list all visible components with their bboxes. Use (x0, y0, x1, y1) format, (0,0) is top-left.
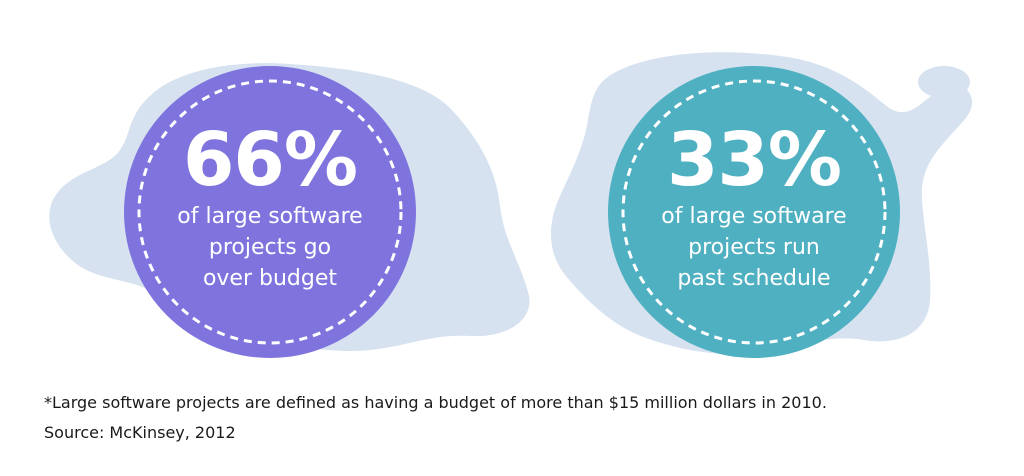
stat-description-line: past schedule (677, 265, 831, 291)
stat-description-line: over budget (202, 265, 338, 291)
stat-description-line: of large software (661, 203, 847, 229)
stat-description-line: of large software (177, 203, 363, 229)
stat-description: of large software projects run past sche… (661, 201, 846, 294)
footnote-source: Source: McKinsey, 2012 (44, 423, 236, 442)
stat-value: 66% (182, 116, 358, 203)
dashed-ring (608, 66, 900, 358)
stat-description-line: projects go (208, 234, 332, 260)
stat-description-line: projects run (688, 234, 820, 260)
right-blob-dot (918, 66, 970, 98)
stat-description: of large software projects go over budge… (177, 201, 362, 294)
stat-circle-past-schedule: 33% of large software projects run past … (608, 66, 900, 358)
stat-circle-over-budget: 66% of large software projects go over b… (124, 66, 416, 358)
dashed-ring (124, 66, 416, 358)
stat-value: 33% (666, 116, 842, 203)
footnote-definition: *Large software projects are defined as … (44, 393, 827, 412)
